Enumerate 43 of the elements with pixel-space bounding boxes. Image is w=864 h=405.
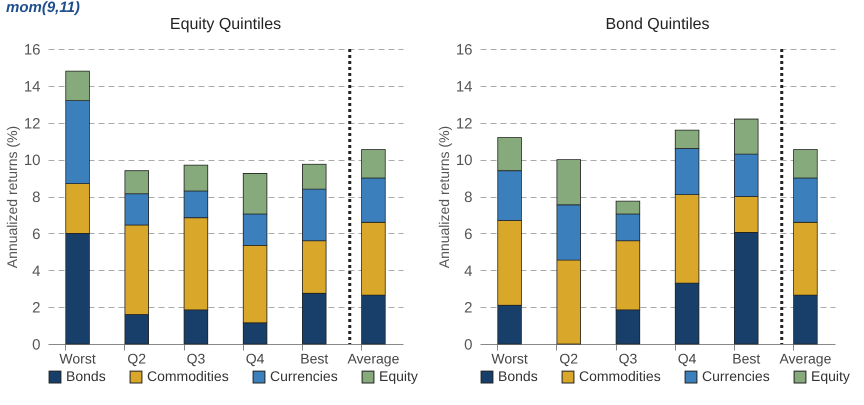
y-tick-label: 10 — [24, 152, 40, 170]
x-tick-label: Best — [732, 350, 760, 366]
y-axis-title: Annualized returns (%) — [436, 126, 452, 268]
legend-label: Bonds — [498, 368, 538, 384]
x-tick-label: Q2 — [559, 350, 578, 366]
y-tick-label: 12 — [456, 115, 472, 132]
y-tick-label: 16 — [24, 42, 40, 58]
x-tick-label: Q4 — [678, 350, 697, 366]
y-tick-label: 2 — [32, 300, 40, 317]
x-tick-label: Q4 — [246, 350, 265, 366]
chart-title: Equity Quintiles — [170, 16, 282, 33]
y-tick-label: 12 — [24, 115, 40, 132]
x-tick-label: Q3 — [618, 350, 638, 366]
legend-label: Commodities — [579, 368, 661, 384]
y-tick-label: 4 — [32, 262, 40, 280]
x-tick-label: Q3 — [186, 350, 206, 366]
legend-label: Equity — [811, 368, 850, 384]
y-tick-label: 16 — [456, 42, 472, 58]
legend-label: Bonds — [66, 368, 106, 384]
legend-label: Equity — [379, 368, 418, 384]
legend-label: Commodities — [147, 368, 229, 384]
y-tick-label: 0 — [464, 336, 472, 354]
y-tick-label: 8 — [32, 189, 40, 206]
y-tick-label: 6 — [32, 226, 40, 243]
y-tick-label: 10 — [456, 152, 472, 170]
x-tick-label: Average — [779, 350, 832, 366]
x-tick-label: Worst — [491, 350, 528, 366]
y-tick-label: 4 — [464, 262, 472, 280]
y-axis-title: Annualized returns (%) — [4, 126, 20, 268]
y-tick-label: 0 — [32, 336, 40, 354]
y-tick-label: 8 — [464, 189, 472, 206]
x-tick-label: Best — [300, 350, 328, 366]
text: mom(9,11) — [5, 0, 81, 16]
x-tick-label: Worst — [59, 350, 96, 366]
y-tick-label: 6 — [464, 226, 472, 243]
y-tick-label: 14 — [24, 78, 40, 96]
chart-title: Bond Quintiles — [605, 16, 710, 33]
y-tick-label: 2 — [464, 300, 472, 317]
legend-label: Currencies — [270, 368, 338, 384]
legend-label: Currencies — [702, 368, 770, 384]
x-tick-label: Q2 — [127, 350, 146, 366]
x-tick-label: Average — [347, 350, 400, 366]
y-tick-label: 14 — [456, 78, 472, 96]
